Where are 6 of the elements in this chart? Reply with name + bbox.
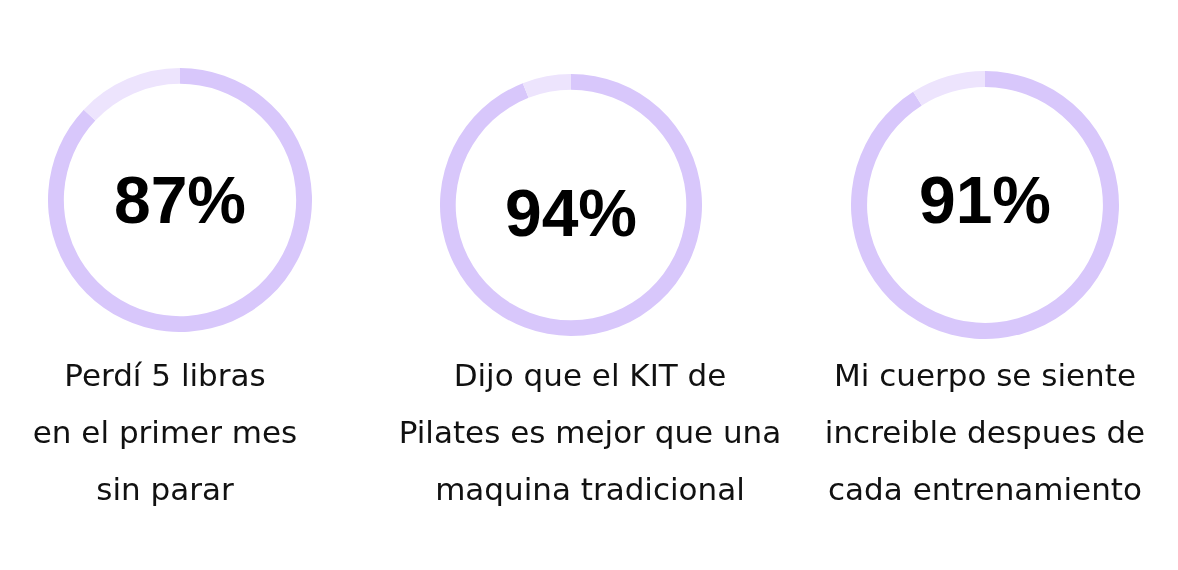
data-label: 94% [504, 176, 638, 251]
text: Perdí 5 libras en el primer mes sin parar [31, 356, 299, 509]
text: Mi cuerpo se siente increible despues de cada entrenamiento [823, 356, 1147, 509]
data-label: 91% [918, 163, 1052, 238]
data-label: 87% [113, 163, 247, 238]
text: Dijo que el KIT de Pilates es mejor que una maquina tradicional [397, 356, 783, 509]
